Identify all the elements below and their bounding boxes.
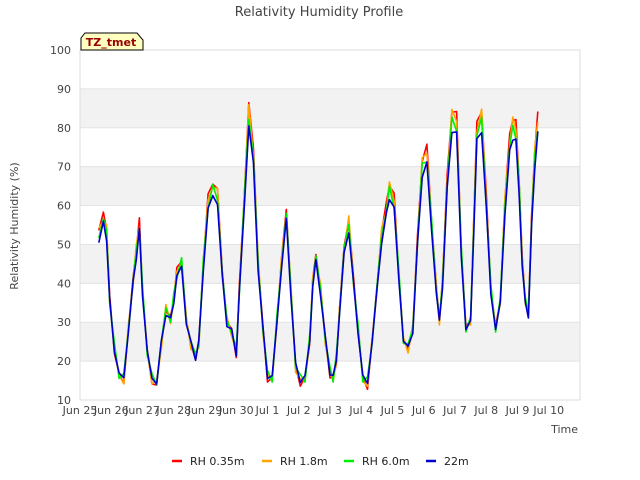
x-tick-label: Jul 6 <box>411 404 436 417</box>
x-axis-label: Time <box>550 423 578 436</box>
y-tick-label: 100 <box>50 44 71 57</box>
grid-band <box>80 322 580 362</box>
grid-band <box>80 88 580 128</box>
x-tick-label: Jul 9 <box>505 404 530 417</box>
legend: RH 0.35m RH 1.8m RH 6.0m 22m <box>172 455 469 468</box>
legend-label: RH 0.35m <box>190 455 245 468</box>
x-tick-label: Jul 1 <box>255 404 280 417</box>
y-tick-label: 90 <box>57 83 71 96</box>
x-tick-label: Jun 26 <box>93 404 129 417</box>
grid-band <box>80 166 580 206</box>
x-tick-label: Jul 5 <box>380 404 405 417</box>
legend-label: 22m <box>444 455 469 468</box>
y-tick-label: 80 <box>57 122 71 135</box>
series-line-22m <box>98 125 539 385</box>
grid-band <box>80 244 580 284</box>
y-tick-label: 10 <box>57 394 71 407</box>
annotation-label: TZ_tmet <box>86 36 136 49</box>
x-tick-label: Jul 8 <box>473 404 498 417</box>
y-tick-label: 60 <box>57 200 71 213</box>
y-tick-label: 70 <box>57 161 71 174</box>
x-tick-label: Jul 4 <box>348 404 373 417</box>
x-tick-label: Jul 3 <box>317 404 342 417</box>
x-tick-label: Jun 28 <box>155 404 191 417</box>
grid-bands <box>80 88 580 401</box>
y-tick-label: 50 <box>57 238 71 251</box>
x-tick-label: Jun 27 <box>124 404 160 417</box>
series-lines <box>98 101 539 391</box>
chart-title: Relativity Humidity Profile <box>235 5 403 20</box>
y-tick-label: 20 <box>57 355 71 368</box>
y-tick-label: 30 <box>57 316 71 329</box>
x-tick-label: Jun 30 <box>218 404 254 417</box>
y-tick-label: 40 <box>57 277 71 290</box>
legend-label: RH 6.0m <box>362 455 410 468</box>
annotation-frame <box>80 32 144 51</box>
x-tick-label: Jul 2 <box>286 404 311 417</box>
x-tick-label: Jul 7 <box>442 404 467 417</box>
y-axis-label: Relativity Humidity (%) <box>8 162 21 289</box>
legend-label: RH 1.8m <box>280 455 328 468</box>
x-tick-label: Jul 10 <box>532 404 564 417</box>
x-tick-label: Jun 25 <box>62 404 98 417</box>
plot-frame <box>79 49 581 401</box>
x-tick-label: Jun 29 <box>187 404 223 417</box>
y-axis-ticks: 10 20 30 40 50 60 70 80 90 100 <box>50 44 71 407</box>
annotation-box: TZ_tmet <box>80 32 144 51</box>
